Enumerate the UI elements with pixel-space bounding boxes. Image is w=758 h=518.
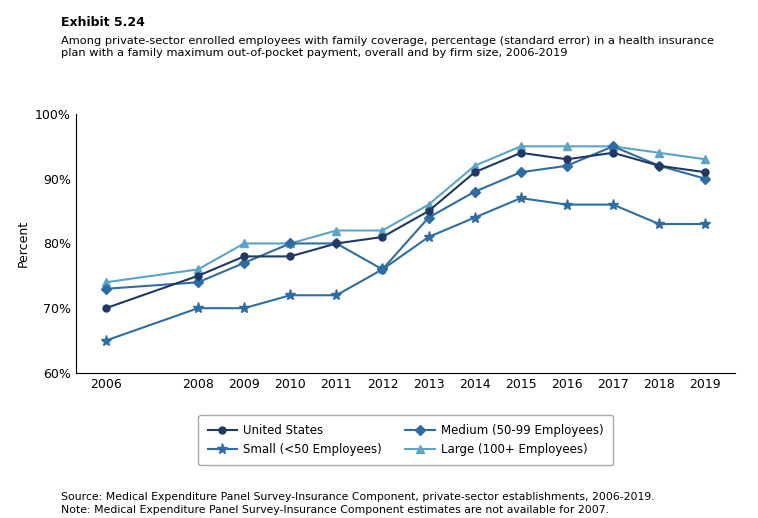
- Text: Note: Medical Expenditure Panel Survey-Insurance Component estimates are not ava: Note: Medical Expenditure Panel Survey-I…: [61, 505, 609, 515]
- Text: Among private-sector enrolled employees with family coverage, percentage (standa: Among private-sector enrolled employees …: [61, 36, 713, 58]
- Text: Source: Medical Expenditure Panel Survey-Insurance Component, private-sector est: Source: Medical Expenditure Panel Survey…: [61, 492, 654, 502]
- Y-axis label: Percent: Percent: [17, 220, 30, 267]
- Text: Exhibit 5.24: Exhibit 5.24: [61, 16, 145, 28]
- Legend: United States, Small (<50 Employees), Medium (50-99 Employees), Large (100+ Empl: United States, Small (<50 Employees), Me…: [198, 415, 613, 466]
